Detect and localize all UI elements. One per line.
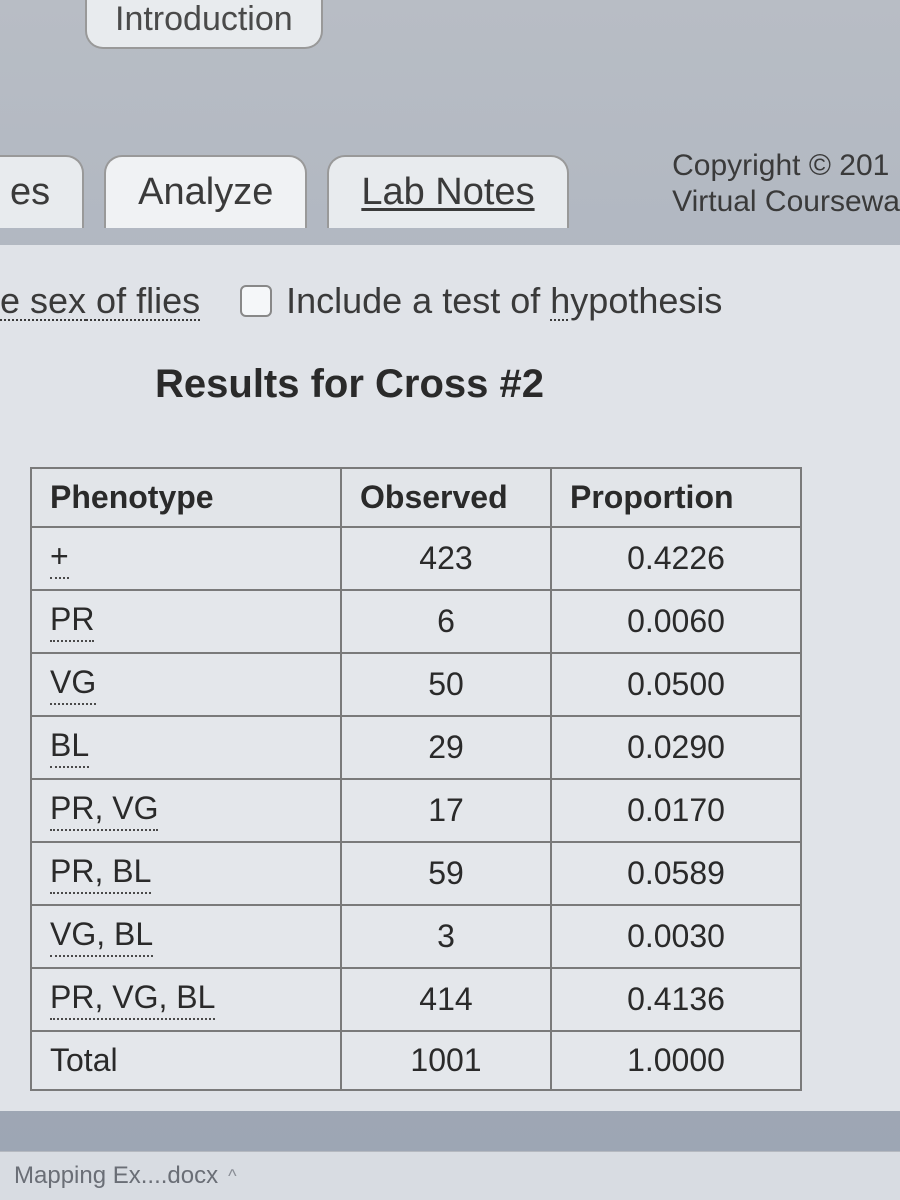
cell-proportion: 0.0589 [551,842,801,905]
table-row: VG, BL30.0030 [31,905,801,968]
copyright-text: Copyright © 201 Virtual Coursewa [672,148,900,220]
table-row: PR60.0060 [31,590,801,653]
cell-proportion: 0.0500 [551,653,801,716]
sex-of-flies-link[interactable]: e sex of flies [0,280,200,322]
cell-proportion: 0.0030 [551,905,801,968]
download-filename: Mapping Ex....docx [14,1162,218,1190]
download-bar[interactable]: Mapping Ex....docx ^ [0,1151,900,1200]
cell-observed: 59 [341,842,551,905]
table-row: +4230.4226 [31,527,801,590]
cell-phenotype: PR, VG [31,779,341,842]
tab-analyze[interactable]: Analyze [104,155,307,228]
col-header-proportion: Proportion [551,468,801,527]
cell-observed: 414 [341,968,551,1031]
cell-proportion: 1.0000 [551,1031,801,1090]
tab-label: Lab Notes [361,171,534,213]
cell-phenotype: PR, VG, BL [31,968,341,1031]
col-header-phenotype: Phenotype [31,468,341,527]
tab-label: Introduction [115,0,293,38]
content-area: e sex of flies Include a test of hypothe… [0,245,900,1111]
cell-observed: 17 [341,779,551,842]
results-title: Results for Cross #2 [155,362,880,407]
options-row: e sex of flies Include a test of hypothe… [0,280,880,322]
tab-partial-left[interactable]: es [0,155,84,228]
hypothesis-option: Include a test of hypothesis [240,280,722,322]
cell-phenotype: VG, BL [31,905,341,968]
table-row: BL290.0290 [31,716,801,779]
copyright-line2: Virtual Coursewa [672,184,900,220]
cell-proportion: 0.4226 [551,527,801,590]
cell-observed: 1001 [341,1031,551,1090]
hypothesis-label: Include a test of hypothesis [286,280,722,322]
main-tabs: es Analyze Lab Notes [0,155,569,228]
results-table: Phenotype Observed Proportion +4230.4226… [30,467,802,1091]
cell-phenotype: Total [31,1031,341,1090]
chevron-up-icon: ^ [228,1166,236,1187]
table-row: PR, VG, BL4140.4136 [31,968,801,1031]
hypothesis-checkbox[interactable] [240,285,272,317]
cell-observed: 6 [341,590,551,653]
table-row: VG500.0500 [31,653,801,716]
table-row: PR, BL590.0589 [31,842,801,905]
cell-observed: 50 [341,653,551,716]
cell-proportion: 0.0290 [551,716,801,779]
cell-proportion: 0.4136 [551,968,801,1031]
cell-observed: 3 [341,905,551,968]
cell-phenotype: PR [31,590,341,653]
tab-label: Analyze [138,171,273,213]
tab-introduction[interactable]: Introduction [85,0,323,49]
tab-label: es [10,171,50,213]
cell-observed: 423 [341,527,551,590]
cell-phenotype: PR, BL [31,842,341,905]
cell-phenotype: + [31,527,341,590]
copyright-line1: Copyright © 201 [672,148,900,184]
tab-lab-notes[interactable]: Lab Notes [327,155,568,228]
cell-proportion: 0.0170 [551,779,801,842]
cell-phenotype: BL [31,716,341,779]
cell-observed: 29 [341,716,551,779]
cell-phenotype: VG [31,653,341,716]
table-row: Total10011.0000 [31,1031,801,1090]
table-header-row: Phenotype Observed Proportion [31,468,801,527]
col-header-observed: Observed [341,468,551,527]
table-row: PR, VG170.0170 [31,779,801,842]
cell-proportion: 0.0060 [551,590,801,653]
